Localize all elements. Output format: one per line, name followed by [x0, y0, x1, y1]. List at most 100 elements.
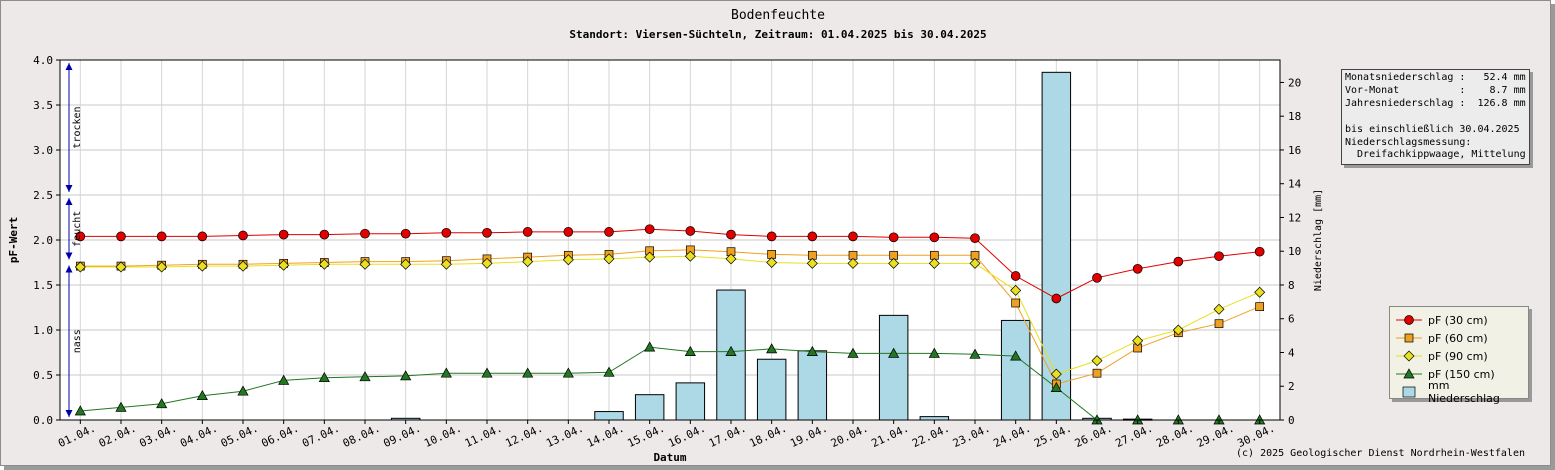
data-point [1050, 381, 1062, 392]
data-point [685, 226, 696, 236]
precipitation-bar [797, 350, 828, 421]
data-point [278, 259, 290, 271]
x-tick-label: 21.04. [869, 422, 911, 451]
data-point [359, 258, 371, 270]
x-tick-label: 29.04. [1195, 422, 1237, 451]
data-point [196, 260, 208, 272]
legend-label: pF (90 cm) [1428, 349, 1488, 363]
x-tick-label: 27.04. [1113, 422, 1155, 451]
data-point [726, 229, 736, 240]
zone-label: feucht [72, 211, 83, 247]
moisture-zones: trocken feucht nass [65, 63, 83, 417]
data-point [360, 228, 370, 239]
x-tick-label: 01.04. [56, 422, 98, 451]
series-line [80, 249, 1260, 385]
precipitation-bar [919, 416, 950, 421]
data-point [359, 371, 371, 382]
zone-label: trocken [72, 106, 83, 148]
y-tick-label: 3.0 [33, 144, 53, 157]
data-point [522, 367, 534, 378]
y2-tick-label: 4 [1288, 346, 1295, 359]
data-point [1010, 350, 1022, 361]
bar-swatch-icon [1396, 385, 1422, 399]
zone-arrowhead [65, 265, 73, 273]
data-point [318, 371, 330, 383]
x-tick-label: 02.04. [97, 422, 139, 451]
data-point [278, 229, 289, 240]
data-point [766, 343, 778, 354]
x-tick-label: 11.04. [463, 422, 505, 451]
data-point [1173, 256, 1184, 267]
x-tick-label: 09.04. [381, 422, 423, 451]
info-line: Vor-Monat : 8.7 mm [1345, 84, 1526, 96]
precipitation-bar [634, 394, 665, 421]
legend: pF (30 cm) pF (60 cm) pF (90 cm) pF (150… [1389, 306, 1529, 405]
y2-tick-label: 6 [1288, 313, 1295, 326]
data-point [1254, 246, 1265, 257]
data-point [115, 401, 127, 412]
series-lines [80, 228, 1260, 421]
y-axis-label: pF-Wert [7, 217, 20, 263]
data-point [725, 253, 737, 265]
zone-arrowhead [65, 198, 73, 205]
precipitation-bar [1041, 71, 1072, 421]
data-point [1011, 298, 1021, 308]
data-point [684, 345, 696, 356]
x-tick-label: 16.04. [666, 422, 708, 451]
precipitation-bar [1000, 319, 1031, 421]
x-tick-label: 08.04. [341, 422, 383, 451]
x-tick-label: 17.04. [707, 422, 749, 451]
data-point [562, 254, 574, 266]
y2-tick-label: 10 [1288, 245, 1301, 258]
y-tick-label: 2.5 [33, 189, 53, 202]
data-point [318, 258, 330, 270]
data-point [888, 257, 900, 269]
data-point [847, 347, 859, 358]
precipitation-bar [594, 411, 624, 421]
x-tick-label: 18.04. [747, 422, 789, 451]
x-tick-label: 15.04. [625, 422, 667, 451]
x-tick-label: 06.04. [259, 422, 301, 451]
data-point [806, 257, 818, 269]
info-line: Jahresniederschlag : 126.8 mm [1345, 97, 1526, 109]
data-point [603, 253, 615, 265]
data-point [1091, 355, 1103, 367]
data-point [969, 257, 981, 269]
data-point [848, 231, 858, 242]
data-point [440, 258, 452, 270]
data-point [928, 347, 940, 358]
legend-item: pF (60 cm) [1396, 329, 1522, 347]
data-point [482, 227, 492, 238]
data-point [481, 367, 493, 378]
y-tick-label: 3.5 [33, 99, 53, 112]
data-point [522, 256, 534, 268]
data-point [1010, 284, 1022, 296]
data-point [1254, 286, 1266, 298]
data-point [644, 341, 656, 352]
series-line [80, 228, 1260, 300]
data-point [1132, 335, 1144, 347]
info-line: Monatsniederschlag : 52.4 mm [1345, 72, 1526, 83]
data-point [969, 348, 981, 359]
precipitation-bars [390, 71, 1153, 421]
chart-title: Bodenfeuchte [731, 8, 825, 23]
x-tick-label: 28.04. [1154, 422, 1196, 451]
data-point [440, 367, 452, 378]
y-tick-label: 1.0 [33, 324, 53, 337]
data-point [441, 227, 452, 238]
y-tick-label: 4.0 [33, 54, 53, 67]
frame-shadow [4, 466, 1555, 470]
legend-label: pF (30 cm) [1428, 313, 1488, 327]
y2-axis-label: Niederschlag [mm] [1313, 189, 1324, 291]
x-tick-label: 12.04. [503, 422, 545, 451]
x-tick-label: 07.04. [300, 422, 342, 451]
x-tick-label: 14.04. [585, 422, 627, 451]
data-point [1214, 251, 1224, 262]
legend-label: pF (60 cm) [1428, 331, 1488, 345]
data-point [75, 231, 86, 242]
data-point [563, 227, 574, 237]
data-point [1092, 272, 1102, 283]
data-point [116, 231, 126, 242]
data-point [522, 227, 533, 237]
zone-arrowhead [65, 252, 73, 260]
